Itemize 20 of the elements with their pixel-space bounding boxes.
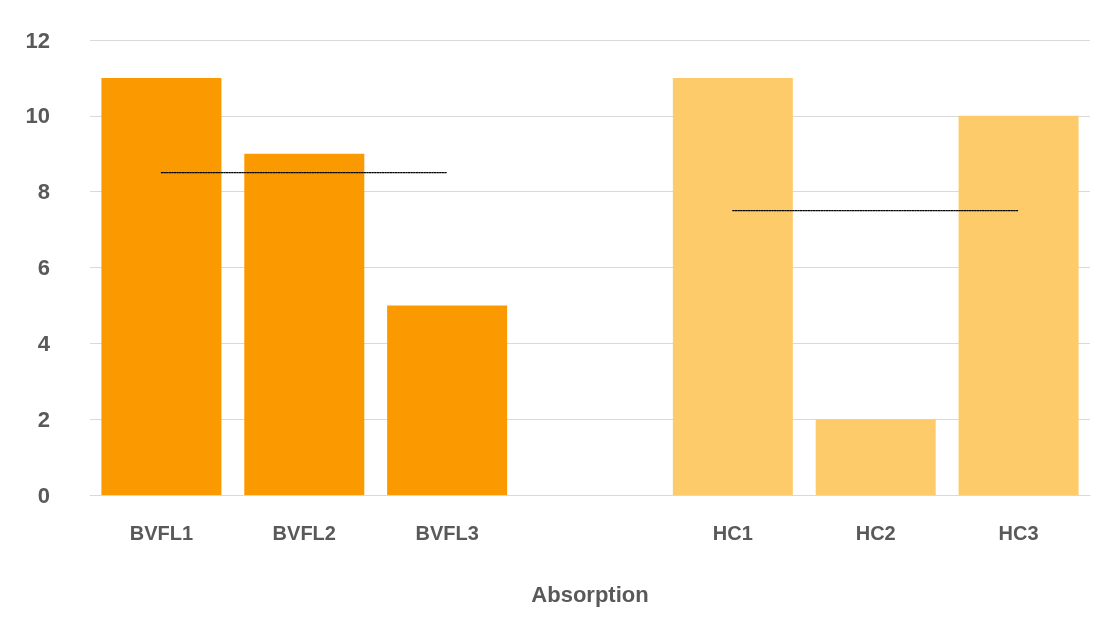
x-axis-title: Absorption [531, 581, 649, 607]
bar [958, 115, 1079, 495]
x-tick-label: HC3 [998, 522, 1039, 544]
y-tick-label: 4 [37, 330, 51, 356]
y-tick-label: 6 [37, 255, 50, 280]
bar [387, 305, 508, 495]
bar [672, 77, 793, 495]
x-tick-label: BVFL2 [272, 522, 336, 544]
x-tick-label: HC1 [712, 522, 753, 544]
bar [815, 419, 936, 495]
x-tick-label: BVFL3 [415, 522, 479, 544]
y-tick-label: 10 [25, 103, 50, 129]
y-tick-label: 2 [37, 406, 50, 432]
x-tick-label: HC2 [855, 522, 896, 544]
bar [244, 153, 365, 495]
y-tick-label: 12 [25, 27, 50, 53]
y-tick-label: 0 [37, 482, 50, 508]
x-tick-label: BVFL1 [129, 522, 194, 544]
y-tick-label: 8 [37, 179, 50, 205]
bar [101, 77, 222, 495]
